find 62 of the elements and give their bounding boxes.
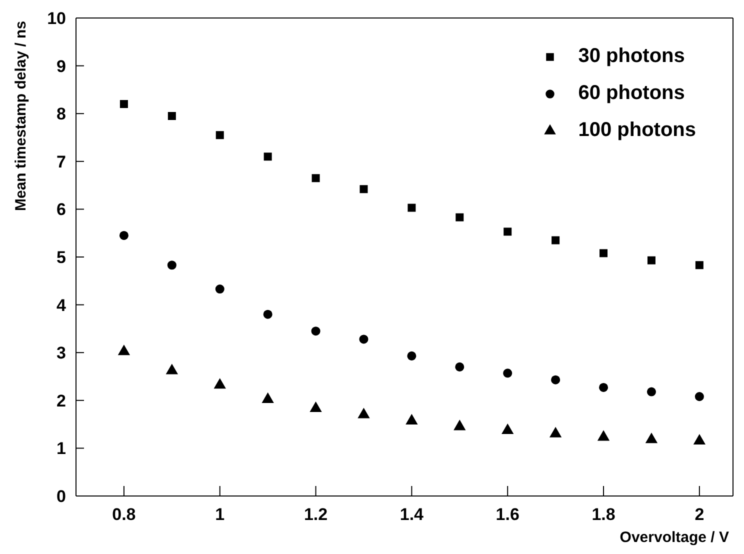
y-tick-label: 0 [56, 487, 66, 506]
point [358, 408, 370, 418]
point [549, 426, 562, 438]
point [694, 392, 704, 402]
point [166, 364, 178, 374]
point [645, 432, 658, 444]
point [312, 174, 320, 182]
y-tick-label: 8 [56, 104, 66, 124]
x-tick-label: 1.8 [592, 505, 616, 524]
point [599, 382, 608, 392]
point [120, 100, 128, 108]
point [408, 204, 416, 212]
x-tick-label: 2 [694, 505, 704, 524]
point [167, 260, 176, 270]
point [502, 423, 514, 434]
x-axis-title: Overvoltage / V [620, 529, 729, 546]
y-tick-label: 7 [56, 152, 66, 172]
point [456, 213, 464, 222]
point [503, 368, 512, 378]
y-tick-label: 10 [47, 9, 66, 28]
point [695, 261, 704, 270]
legend-label: 60 photons [578, 82, 685, 105]
point [119, 230, 128, 240]
y-tick-label: 4 [56, 296, 67, 315]
x-tick-label: 1.6 [496, 505, 520, 524]
legend-label: 30 photons [578, 45, 685, 68]
legend-label: 100 photons [578, 119, 696, 142]
x-tick-label: 1.4 [400, 505, 424, 524]
x-tick-label: 1.2 [304, 505, 328, 524]
point [359, 334, 368, 344]
point [406, 414, 418, 424]
x-tick-label: 1 [215, 505, 225, 524]
y-tick-label: 2 [56, 391, 66, 410]
point [551, 375, 560, 384]
x-tick-label: 0.8 [112, 505, 136, 524]
point [215, 284, 224, 294]
point [311, 326, 320, 336]
point [600, 249, 608, 258]
point [693, 434, 706, 445]
y-tick-label: 5 [56, 248, 66, 268]
point [214, 378, 226, 389]
point [504, 228, 512, 236]
point [118, 344, 130, 356]
point [647, 256, 656, 264]
y-axis-title: Mean timestamp delay / ns [12, 20, 30, 211]
point [168, 112, 176, 120]
y-tick-label: 6 [56, 200, 66, 220]
point [360, 185, 368, 194]
point [262, 392, 274, 403]
point [646, 387, 656, 396]
point [216, 131, 224, 140]
point [310, 402, 322, 412]
y-tick-label: 3 [56, 344, 66, 363]
point [454, 420, 466, 430]
point [552, 236, 560, 244]
point [263, 310, 272, 319]
y-tick-label: 9 [56, 56, 66, 76]
point [597, 430, 610, 441]
point [455, 362, 464, 372]
y-tick-label: 1 [56, 439, 66, 458]
point [264, 152, 272, 161]
point [407, 351, 416, 360]
